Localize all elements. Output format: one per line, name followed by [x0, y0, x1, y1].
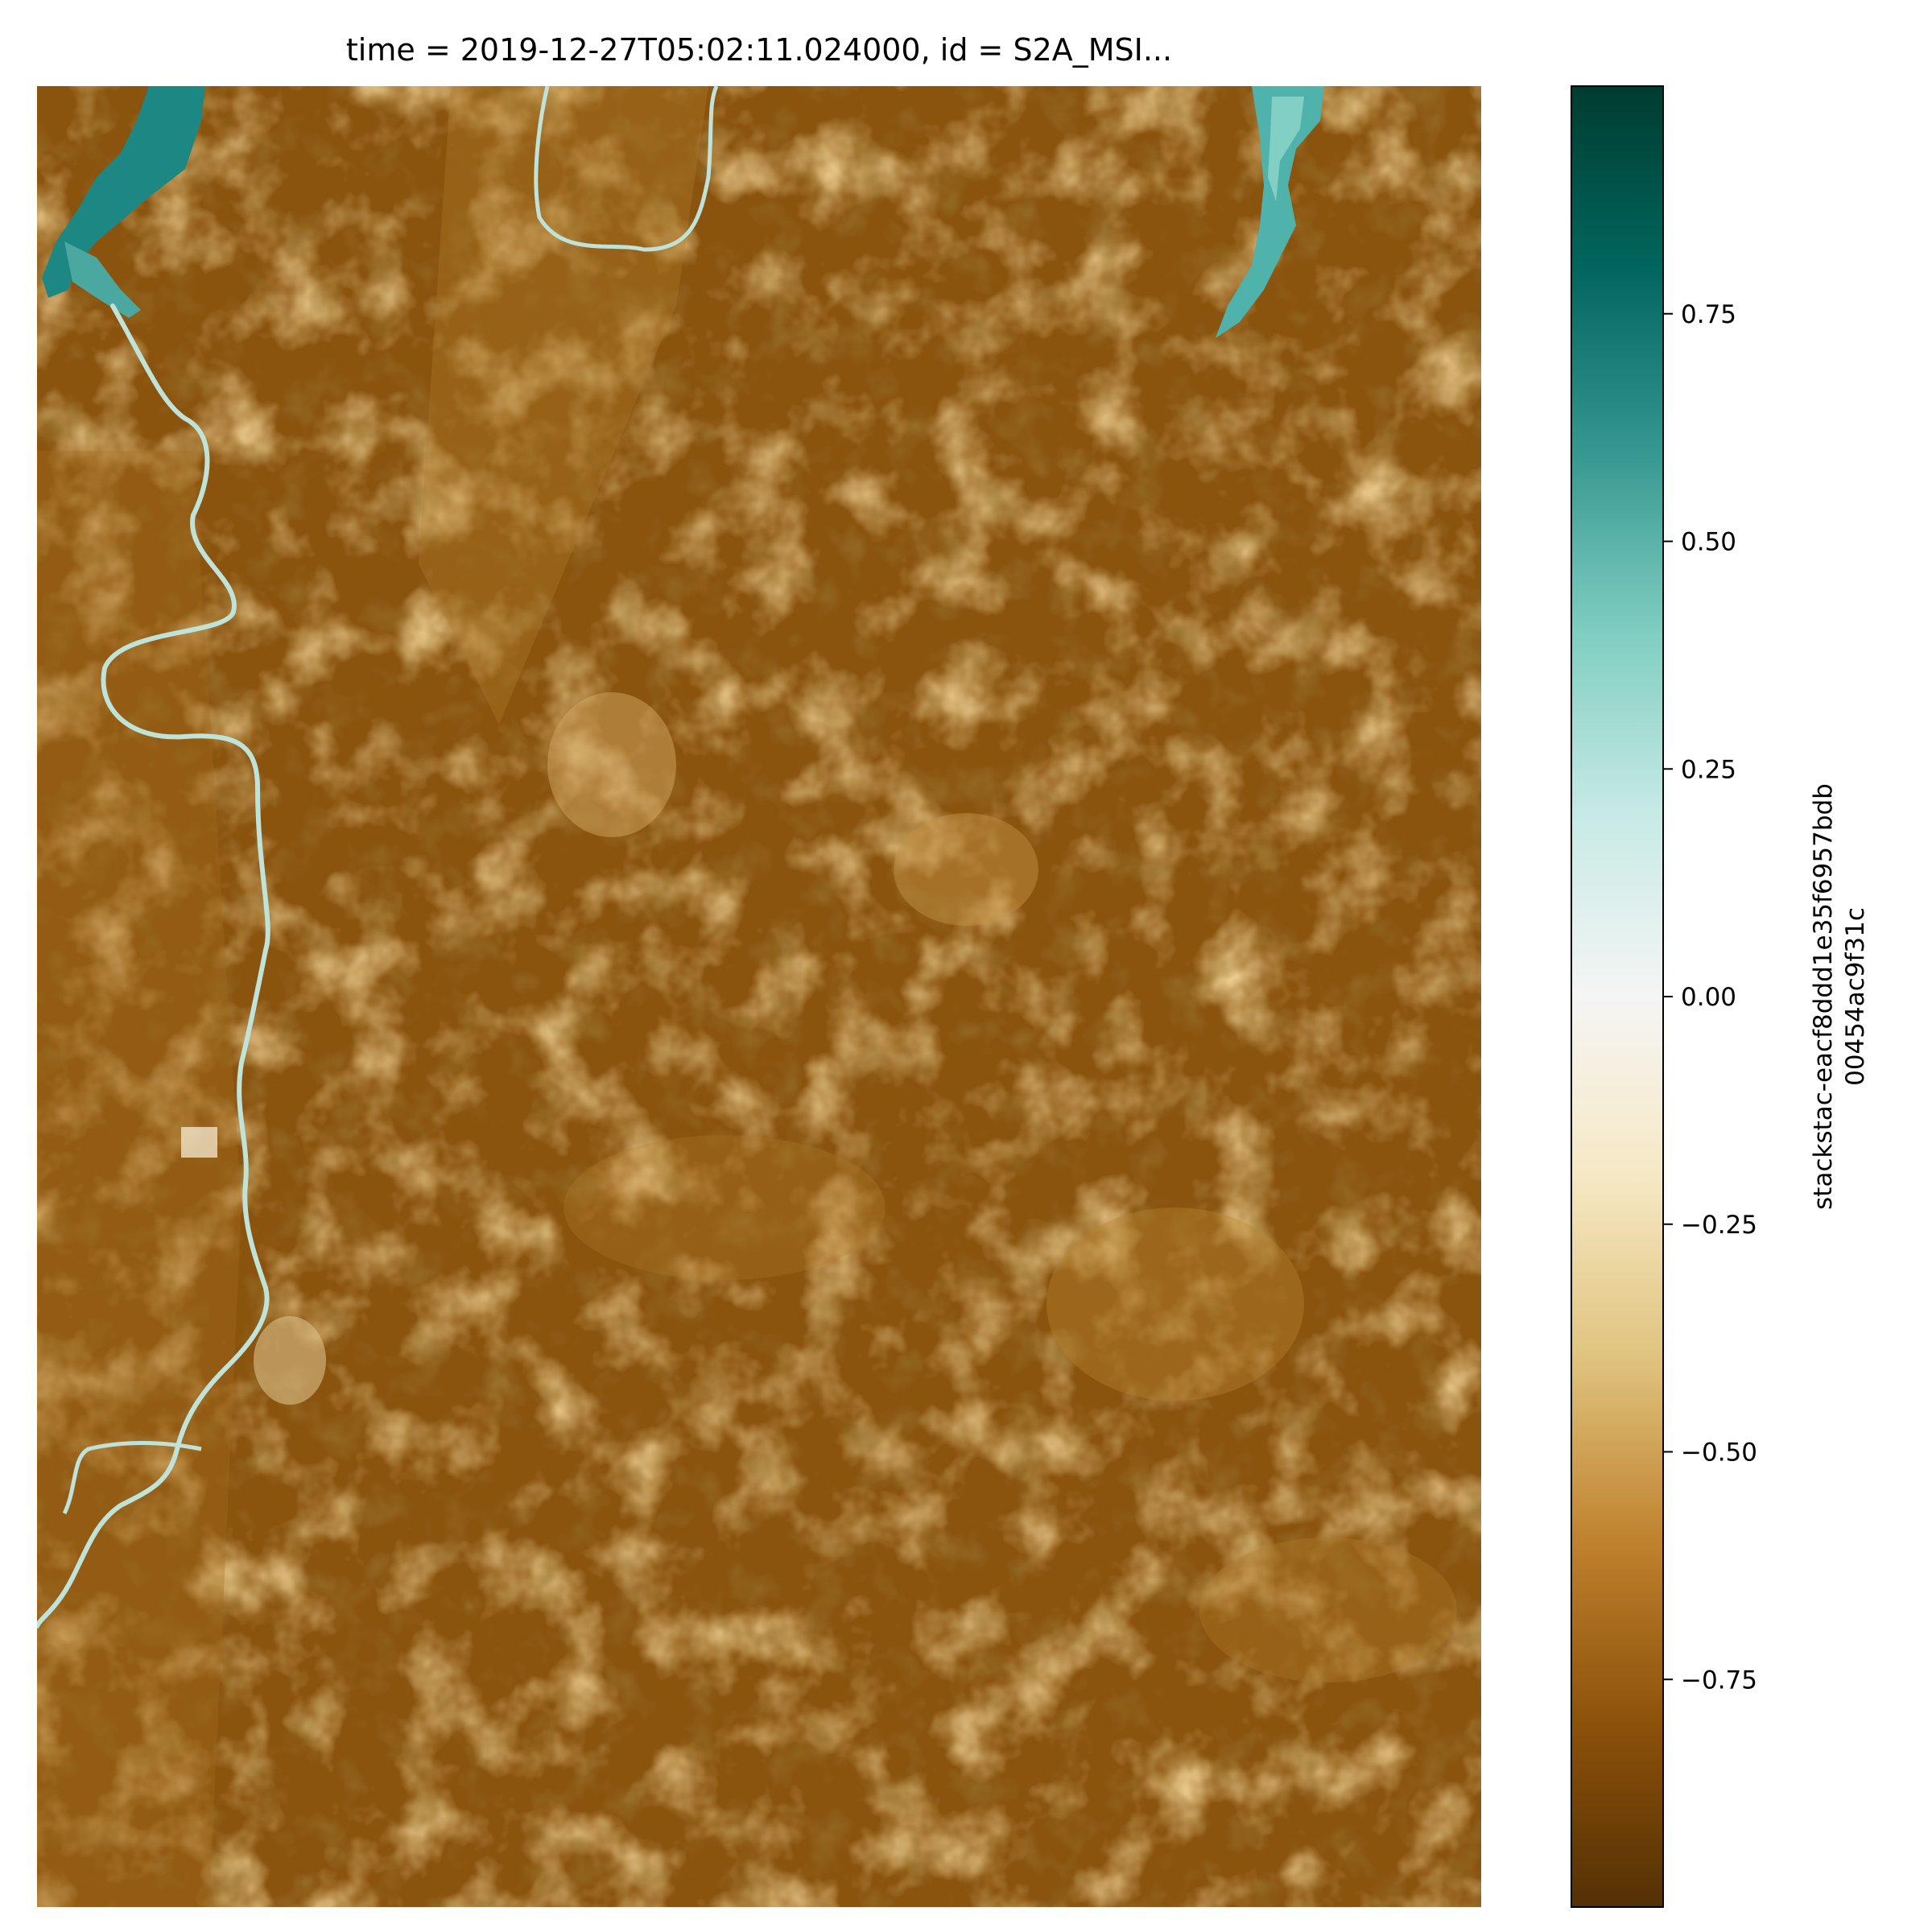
colorbar-tick-label: 0.75: [1681, 300, 1736, 329]
colorbar-tick-label: 0.50: [1681, 528, 1736, 557]
colorbar-tick-label: −0.75: [1681, 1666, 1757, 1695]
colorbar-tick-label: 0.00: [1681, 983, 1736, 1012]
colorbar-label-line1: stackstac-eacf8ddd1e35f6957bdb: [1809, 783, 1838, 1210]
colorbar-ticks: 0.75 0.50 0.25 0.00 −0.25 −0.50 −0.75: [1663, 300, 1757, 1695]
raster-speckles: [37, 86, 1481, 1907]
colorbar-tick-label: −0.25: [1681, 1211, 1757, 1240]
chart-title: time = 2019-12-27T05:02:11.024000, id = …: [346, 32, 1172, 68]
colorbar-fill: [1571, 86, 1663, 1907]
colorbar-tick-label: 0.25: [1681, 755, 1736, 784]
raster-image: [37, 86, 1481, 1907]
colorbar: 0.75 0.50 0.25 0.00 −0.25 −0.50 −0.75 stacksta…: [1571, 85, 1870, 1908]
colorbar-label-line2: 00454ac9f31c: [1841, 907, 1870, 1086]
colorbar-tick-label: −0.50: [1681, 1439, 1757, 1468]
